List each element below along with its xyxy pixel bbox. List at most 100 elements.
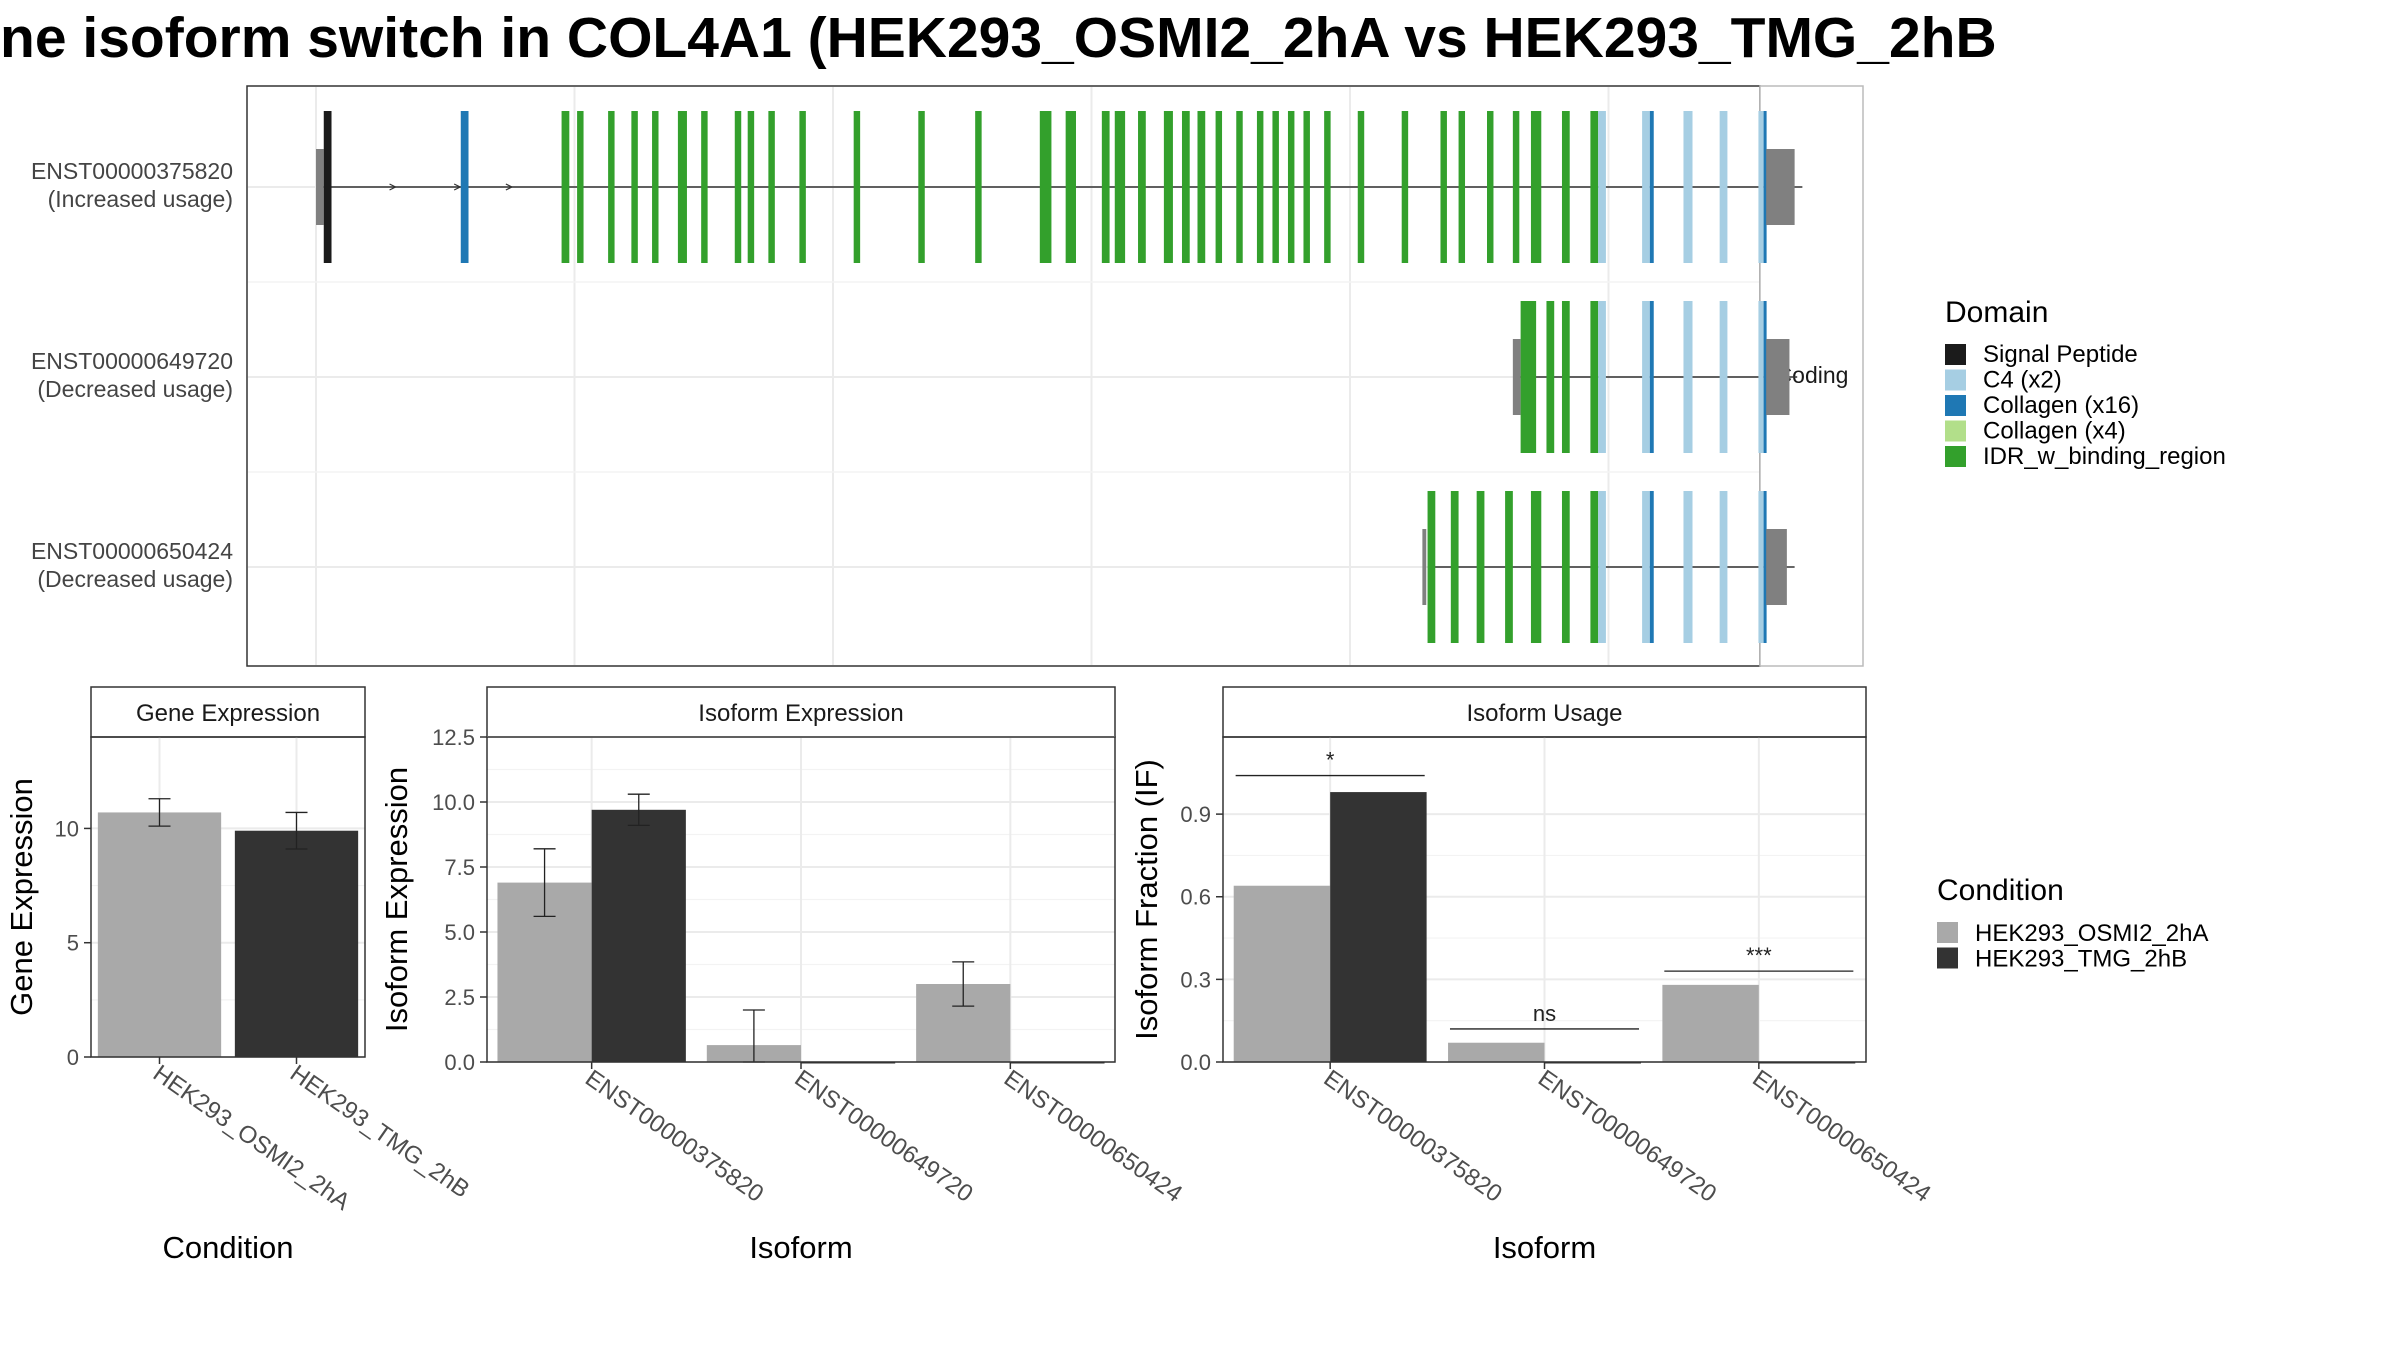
domain-legend-key — [1945, 369, 1966, 391]
exon-block — [1101, 111, 1110, 263]
transcript-usage-label: (Decreased usage) — [37, 376, 233, 402]
transcript-usage-label: (Decreased usage) — [37, 566, 233, 592]
y-axis-title: Isoform Fraction (IF) — [1129, 759, 1164, 1040]
exon-block — [1649, 301, 1654, 453]
exon-block — [1590, 491, 1599, 643]
exon-block — [1598, 111, 1606, 263]
domain-legend-key — [1945, 395, 1966, 416]
intron-arrow — [389, 183, 397, 191]
exon-block — [1561, 301, 1570, 453]
exon-block — [1683, 491, 1693, 643]
x-tick-label: ENST00000375820 — [580, 1065, 768, 1208]
x-tick-label: ENST00000650424 — [1747, 1065, 1935, 1208]
exon-block — [1642, 111, 1650, 263]
exon-block — [1236, 111, 1243, 263]
exon-block — [1215, 111, 1223, 263]
y-axis-title: Gene Expression — [4, 778, 39, 1016]
domain-legend-label: Collagen (x4) — [1983, 418, 2126, 445]
exon-block — [1181, 111, 1190, 263]
exon-block — [853, 111, 861, 263]
exon-block — [677, 111, 687, 263]
panel-title: Gene Expression — [136, 700, 320, 727]
y-tick-label: 5.0 — [444, 920, 475, 945]
exon-block — [1763, 301, 1767, 453]
y-tick-label: 0.0 — [1180, 1050, 1211, 1075]
x-tick-label: ENST00000649720 — [790, 1065, 978, 1208]
exon-block — [747, 111, 755, 263]
exon-block — [1512, 111, 1520, 263]
gene-expression-panel: Gene Expression0510HEK293_OSMI2_2hAHEK29… — [4, 686, 474, 1265]
x-axis-title: Isoform — [1493, 1230, 1596, 1265]
transcript-id-label: ENST00000375820 — [31, 158, 233, 184]
y-tick-label: 0.3 — [1180, 967, 1211, 992]
exon-block — [1440, 111, 1447, 263]
exon-block — [1114, 111, 1126, 263]
exon-block — [1287, 111, 1295, 263]
exon-block — [631, 111, 638, 263]
transcript-id-label: ENST00000650424 — [31, 538, 233, 564]
exon-block — [1303, 111, 1310, 263]
utr-exon — [1766, 149, 1795, 225]
transcript-id-label: ENST00000649720 — [31, 348, 233, 374]
condition-legend-key — [1937, 922, 1958, 943]
exon-block — [1590, 111, 1599, 263]
exon-block — [1324, 111, 1331, 263]
utr-exon — [1766, 339, 1790, 415]
exon-block — [652, 111, 659, 263]
intron-arrow — [453, 183, 462, 191]
exon-block — [1649, 491, 1654, 643]
exon-block — [1138, 111, 1146, 263]
exon-block — [975, 111, 982, 263]
y-tick-label: 10 — [55, 816, 79, 841]
isoform-usage-panel: Isoform Usage 0.0 0.3 0.6 0.9 ENST00000375820… — [1129, 686, 1936, 1265]
exon-block — [1197, 111, 1206, 263]
y-tick-label: 7.5 — [444, 855, 475, 880]
domain-legend-key — [1945, 420, 1966, 442]
y-tick-label: 10.0 — [432, 790, 475, 815]
exon-block — [323, 111, 332, 263]
domain-legend-label: C4 (x2) — [1983, 367, 2062, 394]
exon-block — [1476, 491, 1485, 643]
x-tick-label: ENST00000375820 — [1319, 1065, 1507, 1208]
domain-legend-title: Domain — [1945, 296, 2048, 329]
exon-block — [1649, 111, 1654, 263]
exon-block — [799, 111, 806, 263]
exon-block — [1163, 111, 1173, 263]
exon-block — [577, 111, 584, 263]
exon-block — [1590, 301, 1599, 453]
bar — [1233, 885, 1331, 1062]
y-tick-label: 0.6 — [1180, 885, 1211, 910]
exon-block — [460, 111, 469, 263]
exon-block — [1450, 491, 1459, 643]
exon-block — [1256, 111, 1264, 263]
exon-block — [1530, 491, 1542, 643]
exon-block — [1487, 111, 1494, 263]
bar — [1448, 1042, 1545, 1062]
utr-exon — [1512, 339, 1521, 415]
exon-block — [1763, 491, 1767, 643]
utr-exon — [1422, 529, 1427, 605]
exon-block — [1598, 301, 1606, 453]
significance-label: *** — [1746, 943, 1772, 968]
condition-legend-title: Condition — [1937, 874, 2064, 907]
domain-legend-label: Collagen (x16) — [1983, 392, 2139, 419]
exon-block — [1427, 491, 1436, 643]
bar — [97, 812, 222, 1057]
plot-border — [1222, 736, 1867, 1063]
exon-block — [561, 111, 570, 263]
exon-block — [1683, 111, 1693, 263]
exon-block — [1758, 301, 1764, 453]
exon-block — [734, 111, 742, 263]
exon-block — [1758, 111, 1764, 263]
exon-block — [1758, 491, 1764, 643]
exon-block — [1561, 111, 1570, 263]
y-tick-label: 12.5 — [432, 725, 475, 750]
plot-border — [90, 736, 366, 1058]
gene-structure-panel: Coding ENST00000375820(Increased usage)E… — [31, 85, 1864, 667]
x-axis-title: Condition — [163, 1230, 294, 1265]
y-tick-label: 5 — [67, 931, 79, 956]
domain-legend-label: IDR_w_binding_region — [1983, 443, 2226, 470]
y-tick-label: 0.9 — [1180, 802, 1211, 827]
main-title: ne isoform switch in COL4A1 (HEK293_OSMI… — [0, 6, 1997, 70]
